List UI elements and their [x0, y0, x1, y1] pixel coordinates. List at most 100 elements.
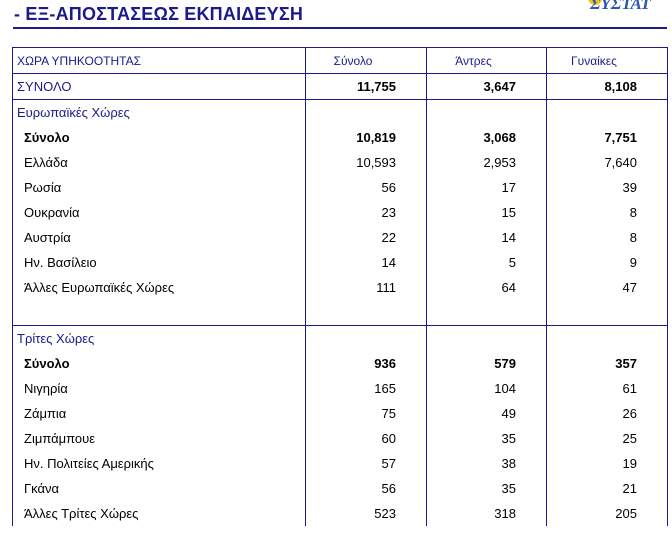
women-cell: 25: [546, 426, 668, 451]
grand-total-row: ΣΥΝΟΛΟ 11,755 3,647 8,108: [12, 73, 668, 100]
section-spacer-row: [12, 300, 668, 326]
women-cell: 39: [546, 175, 668, 200]
country-cell: Αυστρία: [12, 225, 306, 250]
country-cell: Ρωσία: [12, 175, 306, 200]
section-title: Τρίτες Χώρες: [12, 325, 306, 351]
empty-cell: [546, 99, 668, 125]
table-row: Ην. Βασίλειο 14 5 9: [12, 250, 668, 275]
table-row: Ελλάδα 10,593 2,953 7,640: [12, 150, 668, 175]
total-cell: 23: [305, 200, 427, 225]
empty-cell: [426, 325, 547, 351]
men-cell: 15: [426, 200, 547, 225]
men-cell: 64: [426, 275, 547, 300]
empty-cell: [305, 99, 427, 125]
table-row: Νιγηρία 165 104 61: [12, 376, 668, 401]
men-cell: 35: [426, 426, 547, 451]
page-title: - ΕΞ-ΑΠΟΣΤΑΣΕΩΣ ΕΚΠΑΙΔΕΥΣΗ: [14, 4, 304, 24]
total-cell: 111: [305, 275, 427, 300]
women-cell: 21: [546, 476, 668, 501]
men-cell: 17: [426, 175, 547, 200]
header-women: Γυναίκες: [546, 47, 668, 74]
total-cell: 60: [305, 426, 427, 451]
women-cell: 9: [546, 250, 668, 275]
title-underline: [13, 27, 667, 29]
total-cell: 936: [305, 351, 427, 376]
country-cell: Ην. Πολιτείες Αμερικής: [12, 451, 306, 476]
total-cell: 523: [305, 501, 427, 526]
men-cell: 579: [426, 351, 547, 376]
men-cell: 2,953: [426, 150, 547, 175]
header-total: Σύνολο: [305, 47, 427, 74]
grand-total-label: ΣΥΝΟΛΟ: [12, 73, 306, 100]
header-men: Άντρες: [426, 47, 547, 74]
total-cell: 75: [305, 401, 427, 426]
country-cell: Ελλάδα: [12, 150, 306, 175]
women-cell: 61: [546, 376, 668, 401]
women-cell: 7,751: [546, 125, 668, 150]
country-cell: Σύνολο: [12, 125, 306, 150]
men-cell: 104: [426, 376, 547, 401]
country-cell: Άλλες Τρίτες Χώρες: [12, 501, 306, 526]
total-cell: 10,819: [305, 125, 427, 150]
country-cell: Ζιμπάμπουε: [12, 426, 306, 451]
men-cell: 3,068: [426, 125, 547, 150]
statistics-table: ΧΩΡΑ ΥΠΗΚΟΟΤΗΤΑΣ Σύνολο Άντρες Γυναίκες …: [12, 47, 668, 526]
table-header-row: ΧΩΡΑ ΥΠΗΚΟΟΤΗΤΑΣ Σύνολο Άντρες Γυναίκες: [12, 47, 668, 74]
empty-cell: [426, 99, 547, 125]
table-row: Άλλες Τρίτες Χώρες 523 318 205: [12, 501, 668, 526]
total-cell: 56: [305, 175, 427, 200]
grand-total-women: 8,108: [546, 73, 668, 100]
table-row: Ζιμπάμπουε 60 35 25: [12, 426, 668, 451]
empty-cell: [546, 325, 668, 351]
country-cell: Νιγηρία: [12, 376, 306, 401]
table-row: Ζάμπια 75 49 26: [12, 401, 668, 426]
women-cell: 8: [546, 200, 668, 225]
section-subtotal-row: Σύνολο 10,819 3,068 7,751: [12, 125, 668, 150]
women-cell: 357: [546, 351, 668, 376]
table-row: Ουκρανία 23 15 8: [12, 200, 668, 225]
men-cell: 5: [426, 250, 547, 275]
table-row: Γκάνα 56 35 21: [12, 476, 668, 501]
header-country: ΧΩΡΑ ΥΠΗΚΟΟΤΗΤΑΣ: [12, 47, 306, 74]
men-cell: 14: [426, 225, 547, 250]
women-cell: 205: [546, 501, 668, 526]
women-cell: 19: [546, 451, 668, 476]
section-title: Ευρωπαϊκές Χώρες: [12, 99, 306, 125]
logo: ΣΥΣΤΑΤ: [590, 0, 651, 13]
empty-cell: [305, 325, 427, 351]
total-cell: 22: [305, 225, 427, 250]
section-title-row: Τρίτες Χώρες: [12, 325, 668, 351]
women-cell: 26: [546, 401, 668, 426]
table-row: Ρωσία 56 17 39: [12, 175, 668, 200]
spacer-cell: [546, 300, 668, 326]
table-row: Ην. Πολιτείες Αμερικής 57 38 19: [12, 451, 668, 476]
total-cell: 14: [305, 250, 427, 275]
grand-total-men: 3,647: [426, 73, 547, 100]
section-subtotal-row: Σύνολο 936 579 357: [12, 351, 668, 376]
country-cell: Ζάμπια: [12, 401, 306, 426]
total-cell: 10,593: [305, 150, 427, 175]
spacer-cell: [12, 300, 306, 326]
country-cell: Ην. Βασίλειο: [12, 250, 306, 275]
country-cell: Άλλες Ευρωπαϊκές Χώρες: [12, 275, 306, 300]
spacer-cell: [426, 300, 547, 326]
men-cell: 35: [426, 476, 547, 501]
women-cell: 8: [546, 225, 668, 250]
grand-total-all: 11,755: [305, 73, 427, 100]
men-cell: 49: [426, 401, 547, 426]
section-title-row: Ευρωπαϊκές Χώρες: [12, 99, 668, 125]
logo-sun-icon: [588, 0, 602, 5]
men-cell: 38: [426, 451, 547, 476]
total-cell: 57: [305, 451, 427, 476]
women-cell: 47: [546, 275, 668, 300]
country-cell: Γκάνα: [12, 476, 306, 501]
total-cell: 56: [305, 476, 427, 501]
country-cell: Ουκρανία: [12, 200, 306, 225]
country-cell: Σύνολο: [12, 351, 306, 376]
men-cell: 318: [426, 501, 547, 526]
table-row: Άλλες Ευρωπαϊκές Χώρες 111 64 47: [12, 275, 668, 300]
table-row: Αυστρία 22 14 8: [12, 225, 668, 250]
spacer-cell: [305, 300, 427, 326]
women-cell: 7,640: [546, 150, 668, 175]
total-cell: 165: [305, 376, 427, 401]
